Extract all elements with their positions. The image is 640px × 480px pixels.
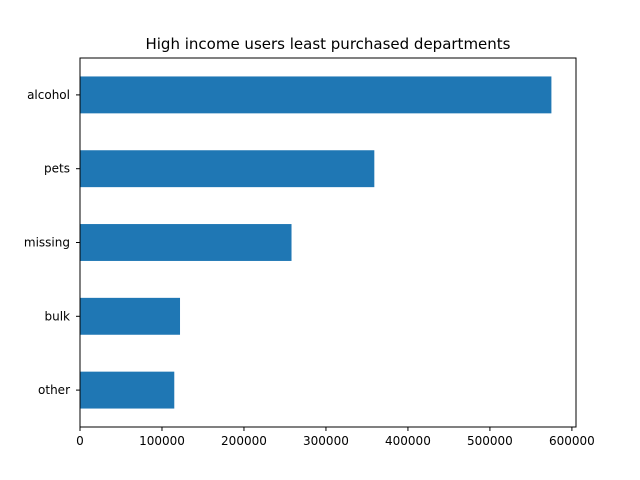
bars-group	[80, 76, 552, 409]
x-tick-label: 200000	[221, 434, 267, 448]
chart-title: High income users least purchased depart…	[145, 35, 510, 53]
y-tick-label: other	[38, 383, 70, 397]
bar-pets	[80, 150, 375, 188]
x-tick-label: 600000	[549, 434, 595, 448]
bar-other	[80, 371, 175, 409]
x-axis-ticks: 0 100000 200000 300000 400000 500000 600000	[76, 427, 595, 448]
bar-missing	[80, 224, 292, 261]
bar-bulk	[80, 297, 181, 335]
x-tick-label: 100000	[139, 434, 185, 448]
y-tick-label: alcohol	[27, 88, 70, 102]
x-tick-label: 400000	[385, 434, 431, 448]
y-tick-label: missing	[24, 236, 70, 250]
x-tick-label: 0	[76, 434, 84, 448]
plot-frame	[79, 57, 577, 428]
y-axis-ticks: alcohol pets missing bulk other	[24, 88, 80, 397]
y-tick-label: bulk	[44, 309, 70, 323]
x-tick-label: 300000	[303, 434, 349, 448]
x-tick-label: 500000	[467, 434, 513, 448]
y-tick-label: pets	[44, 162, 70, 176]
bar-alcohol	[80, 76, 552, 114]
